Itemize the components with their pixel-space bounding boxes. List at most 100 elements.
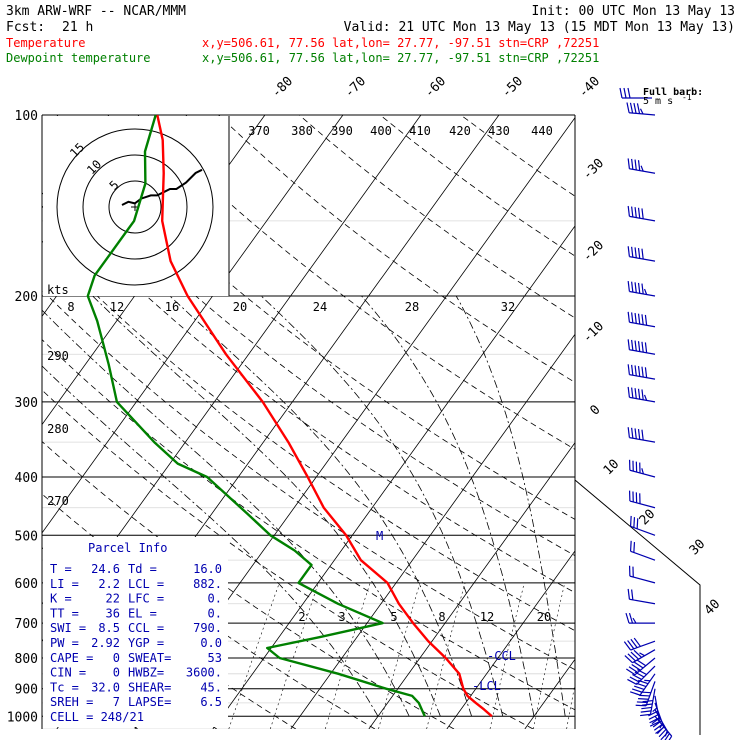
wind-barb-flag [664,733,670,740]
parcel-info-cell: 22 [106,592,120,606]
pressure-label-400: 400 [15,471,38,486]
parcel-info-cell: SWI = [50,621,86,635]
barb-legend: Full barb: 5 m s -1 [619,87,703,107]
isotherm-line [524,658,575,729]
isotherm-line [368,441,575,729]
barb-legend-line2: 5 m s [643,96,673,107]
parcel-info-cell: CIN = [50,666,86,680]
dewpoint-profile [86,115,426,717]
wind-barb-flag [634,428,637,439]
wind-barb-flag [623,641,632,651]
init-time: Init: 00 UTC Mon 13 May 13 [532,4,736,19]
valid-time: Valid: 21 UTC Mon 13 May 13 (15 MDT Mon … [344,20,735,35]
parcel-info-cell: SREH = [50,695,93,709]
wind-barb [626,657,656,676]
moist-adiabat-line [260,295,504,717]
wind-barb-flag [658,728,667,738]
wind-barb-flag [627,281,630,292]
parcel-info-cell: HWBZ= [128,666,164,680]
wind-barb-staff [629,256,656,262]
isotherm-line [0,115,31,729]
wind-barb-flag [627,311,630,323]
wind-barb [625,612,655,624]
mixing-ratio-line [426,582,466,729]
wind-barb-flag [637,366,641,377]
wind-barb [627,205,656,222]
theta-e-label: 420 [449,124,471,138]
parcel-info-cell: 36 [106,606,120,620]
dry-adiabat-line [42,192,575,594]
parcel-info-cell: LI = [50,577,79,591]
wind-barb-staff [630,640,656,651]
hodograph-background [43,116,229,296]
wind-barb-flag [641,208,644,219]
theta-label: 280 [47,422,69,436]
wind-barb [624,649,656,664]
wind-barb-flag [625,612,630,624]
dry-adiabat-line [460,115,575,197]
wind-barb-flag [627,386,630,398]
parcel-info-cell: 8.5 [98,621,120,635]
wind-barb-flag [631,312,634,323]
wind-barb-flag [653,723,664,731]
isotherm-label: -20 [580,238,607,265]
parcel-info-cell: T = [50,562,72,576]
moist-adiabat-line [361,295,535,717]
wind-barb-staff [629,321,656,328]
wind-barb-flag [627,158,630,169]
wind-barb-staff [629,290,656,297]
parcel-info-cell: 6.5 [200,695,222,709]
wind-barb-staff [639,673,656,696]
lcl-label: LCL [479,679,501,693]
parcel-info-cell: PW = [50,636,79,650]
pressure-label-200: 200 [15,290,38,305]
wind-barb-staff [629,437,656,443]
wind-barb-flag [632,617,637,624]
ccl-label: CCL [494,649,516,663]
parcel-info-cell: K = [50,592,72,606]
wind-barb-flag [641,468,644,475]
wind-barb-flag [639,694,650,697]
wind-barb-flag [644,367,648,378]
barb-legend-sup: -1 [682,93,692,102]
wind-barb-flag [631,364,634,376]
wind-barb-flag [636,518,639,529]
theta-label: 290 [47,349,69,363]
pressure-label-800: 800 [15,652,38,667]
wind-barb-staff [629,168,656,174]
wind-barb-flag [648,714,659,720]
wind-barb [635,681,656,707]
parcel-info-cell: CCL = [128,621,164,635]
parcel-info-cell: 0 [113,651,120,665]
wind-barb-flag [627,205,630,217]
wind-barb-flag [634,247,637,258]
mixing-ratio-label: 8 [438,610,445,624]
temperature-profile [156,115,493,718]
wind-barb-flag [631,688,643,693]
parcel-info-cell: SHEAR= [128,680,171,694]
parcel-info-cell: 7 [113,695,120,709]
forecast-hour: 21 h [62,20,93,35]
wind-barb [648,695,661,727]
wind-barb-flag [631,387,634,399]
theta-label: 270 [47,494,69,508]
legend-temperature-info: x,y=506.61, 77.56 lat,lon= 27.77, -97.51… [202,36,599,50]
theta-e-label: 370 [248,124,270,138]
wind-barb-flag [660,731,669,740]
parcel-info-cell: LFC = [128,592,164,606]
parcel-info-cell: 790. [193,621,222,635]
wind-barb-flag [626,102,630,113]
parcel-info-cell: 0 [113,666,120,680]
wind-barb-staff [630,550,656,561]
wind-barb-flag [631,206,634,218]
isotherm-label: 40 [702,597,724,619]
theta-e-label: 440 [531,124,553,138]
wind-barb-flag [643,394,648,401]
isotherm-line [603,115,740,729]
parcel-info-cell: CAPE = [50,651,93,665]
legend-dewpoint-info: x,y=506.61, 77.56 lat,lon= 27.77, -97.51… [202,51,599,65]
mixing-ratio-label: 20 [537,610,551,624]
wind-barb-staff [629,349,656,355]
wind-barb-flag [634,388,637,399]
wind-barb [640,688,656,717]
